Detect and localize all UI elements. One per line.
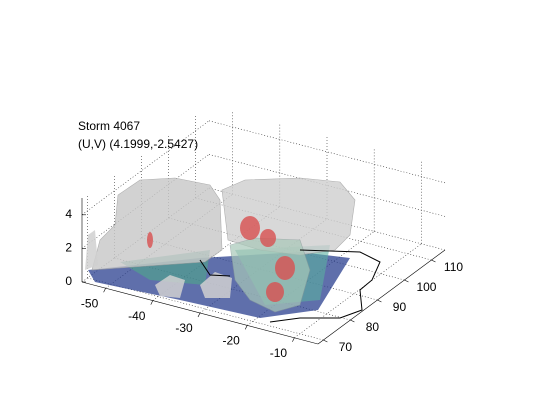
core-blob <box>240 216 260 240</box>
x-tick-label: -50 <box>81 296 99 310</box>
storm-surface <box>91 177 223 271</box>
z-tick-label: 4 <box>65 207 72 221</box>
storm-surface <box>85 230 98 270</box>
x-tick <box>244 325 248 330</box>
x-tick <box>103 288 106 293</box>
x-tick-label: -40 <box>128 309 146 323</box>
storm-surface <box>155 275 185 298</box>
core-blob <box>275 256 295 280</box>
x-tick <box>292 337 295 342</box>
x-tick <box>197 312 201 318</box>
y-tick-label: 90 <box>393 300 407 314</box>
y-tick-label: 100 <box>416 280 436 294</box>
y-tick-label: 110 <box>444 260 463 274</box>
x-tick-label: -10 <box>270 346 288 360</box>
core-blob <box>147 232 153 248</box>
y-tick-label: 80 <box>366 320 380 334</box>
storm-render <box>85 177 381 323</box>
chart-title: Storm 4067 <box>78 119 140 133</box>
y-tick <box>431 259 436 263</box>
y-tick <box>377 299 382 303</box>
core-blob <box>260 229 276 247</box>
z-tick-label: 0 <box>65 274 72 288</box>
z-tick-label: 2 <box>65 241 72 255</box>
y-axis <box>317 249 446 345</box>
core-blob <box>266 282 284 302</box>
storm-surface <box>200 272 232 298</box>
y-tick <box>323 339 328 343</box>
y-tick <box>404 279 409 283</box>
contour-line <box>269 249 381 323</box>
y-tick <box>350 319 355 323</box>
x-tick <box>150 300 154 305</box>
x-tick-label: -20 <box>223 334 241 348</box>
y-tick-label: 70 <box>339 340 353 354</box>
contour-line <box>199 259 231 277</box>
x-tick-label: -30 <box>175 321 193 335</box>
chart-subtitle: (U,V) (4.1999,-2.5427) <box>78 137 198 151</box>
